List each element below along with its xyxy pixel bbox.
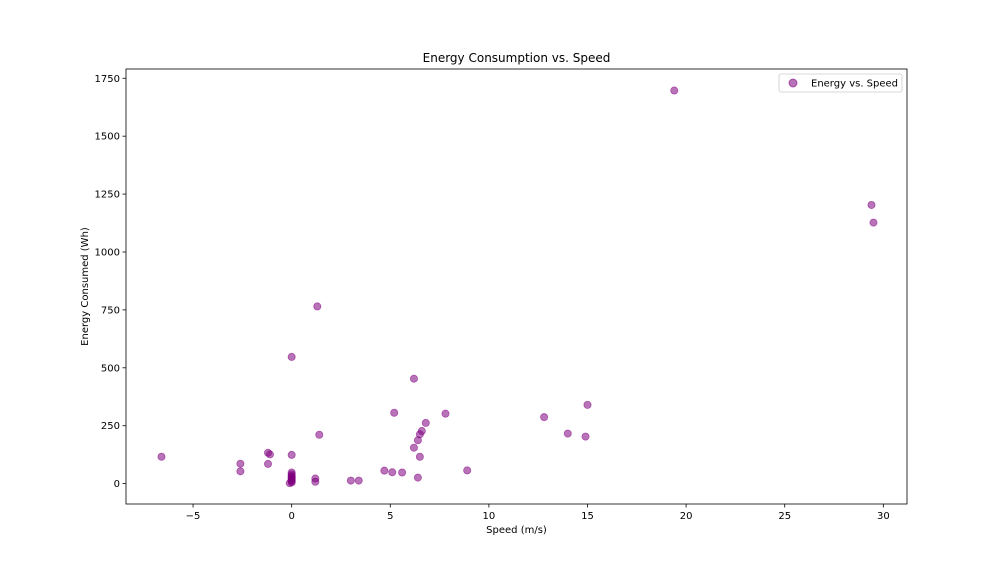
legend-marker xyxy=(788,78,798,88)
data-point xyxy=(869,218,878,227)
y-tick-label: 750 xyxy=(101,305,120,316)
x-tick-label: 5 xyxy=(387,511,393,522)
data-point xyxy=(313,302,322,311)
data-point xyxy=(263,459,272,468)
y-axis-label: Energy Consumed (Wh) xyxy=(80,227,91,346)
y-tick-label: 1250 xyxy=(95,190,120,201)
y-tick-label: 1000 xyxy=(95,247,120,258)
data-point xyxy=(581,432,590,441)
x-tick-label: −5 xyxy=(186,511,201,522)
legend: Energy vs. Speed xyxy=(778,73,903,93)
data-point xyxy=(236,459,245,468)
data-point xyxy=(287,450,296,459)
plot-frame xyxy=(125,68,908,505)
data-point xyxy=(540,413,549,422)
data-point xyxy=(867,200,876,209)
y-axis: 0 250 500 750 1000 1250 1500 1750 xyxy=(95,74,126,490)
data-point xyxy=(236,467,245,476)
y-tick-label: 1750 xyxy=(95,74,120,85)
data-point xyxy=(285,479,294,488)
legend-box xyxy=(778,73,903,93)
data-point xyxy=(390,408,399,417)
y-tick-label: 0 xyxy=(114,479,120,490)
data-point xyxy=(670,86,679,95)
data-point xyxy=(388,468,397,477)
x-axis-label: Speed (m/s) xyxy=(486,525,547,536)
x-tick-label: 30 xyxy=(877,511,890,522)
x-tick-label: 10 xyxy=(483,511,496,522)
data-point xyxy=(441,409,450,418)
data-point xyxy=(415,452,424,461)
y-tick-label: 250 xyxy=(101,421,120,432)
data-point xyxy=(157,452,166,461)
data-point xyxy=(380,466,389,475)
data-point xyxy=(354,476,363,485)
x-tick-label: 20 xyxy=(680,511,693,522)
data-point xyxy=(315,430,324,439)
x-axis: −5 0 5 10 15 20 25 30 xyxy=(186,504,890,522)
data-points xyxy=(157,86,878,488)
data-point xyxy=(409,443,418,452)
data-point xyxy=(413,436,422,445)
y-tick-label: 1500 xyxy=(95,132,120,143)
data-point xyxy=(409,374,418,383)
data-point xyxy=(265,450,274,459)
chart-title: Energy Consumption vs. Speed xyxy=(423,51,611,65)
y-tick-label: 500 xyxy=(101,363,120,374)
data-point xyxy=(311,477,320,486)
x-tick-label: 0 xyxy=(288,511,294,522)
data-point xyxy=(346,476,355,485)
data-point xyxy=(287,352,296,361)
data-point xyxy=(563,429,572,438)
data-point xyxy=(398,468,407,477)
legend-label: Energy vs. Speed xyxy=(811,79,898,90)
x-tick-label: 15 xyxy=(581,511,594,522)
data-point xyxy=(583,400,592,409)
data-point xyxy=(413,473,422,482)
x-tick-label: 25 xyxy=(778,511,791,522)
data-point xyxy=(421,418,430,427)
data-point xyxy=(463,466,472,475)
